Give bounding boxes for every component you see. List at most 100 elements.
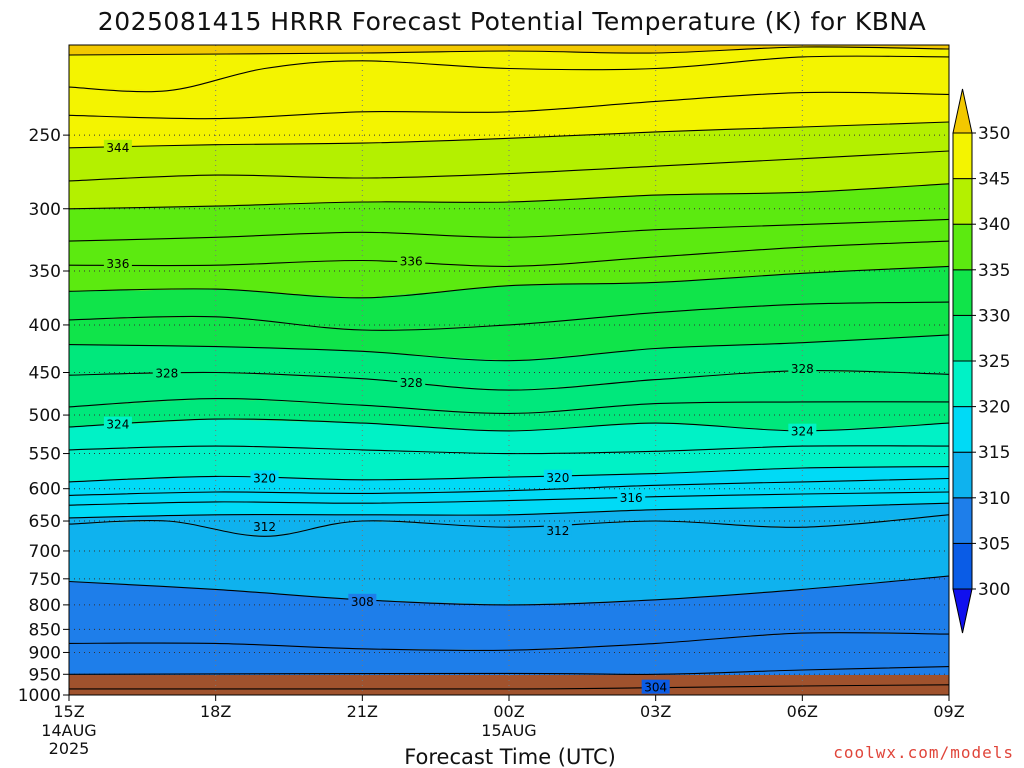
colorbar-extend-max — [952, 88, 973, 134]
x-tick-sublabel: 2025 — [49, 739, 90, 758]
contour-label-background — [103, 416, 132, 431]
contour-label: 328 — [155, 366, 178, 380]
colorbar-swatch — [952, 178, 973, 225]
y-tick-label: 800 — [29, 596, 61, 616]
y-tick-label: 950 — [29, 665, 61, 685]
contour-308 — [69, 632, 949, 652]
y-tick-label: 250 — [29, 126, 61, 146]
contour-label-background — [250, 470, 279, 485]
contour-label-background — [641, 679, 670, 694]
colorbar-label: 340 — [978, 215, 1010, 235]
fill-band-336 — [69, 241, 949, 298]
contour-320 — [69, 466, 949, 483]
contour-label-background — [103, 256, 132, 271]
colorbar-label: 325 — [978, 352, 1010, 372]
contour-318 — [69, 477, 949, 496]
fill-band-310 — [69, 576, 949, 651]
contour-314 — [69, 502, 949, 519]
contour-312 — [69, 514, 949, 537]
contour-label-background — [543, 522, 572, 537]
isentrope-contours — [69, 46, 949, 690]
y-tick-label: 500 — [29, 406, 61, 426]
contour-label-background — [348, 593, 377, 608]
contour-306 — [69, 666, 949, 675]
fill-band-314 — [69, 503, 949, 537]
contour-label: 312 — [253, 520, 276, 534]
contour-332 — [69, 301, 949, 331]
contour-350 — [69, 46, 949, 56]
contour-label-background — [617, 490, 646, 505]
x-tick-label: 09Z — [933, 702, 964, 721]
contour-label-background — [250, 519, 279, 534]
fill-band-332 — [69, 302, 949, 361]
colorbar-label: 330 — [978, 306, 1010, 326]
fill-band-344 — [69, 122, 949, 181]
contour-304 — [69, 684, 949, 690]
y-tick-label: 350 — [29, 262, 61, 282]
x-tick-label: 06Z — [787, 702, 818, 721]
contour-346 — [69, 91, 949, 120]
colorbar-swatch — [952, 542, 973, 590]
x-axis-title: Forecast Time (UTC) — [404, 745, 616, 768]
fill-band-350 — [69, 47, 949, 91]
y-tick-label: 650 — [29, 512, 61, 532]
contour-344 — [69, 121, 949, 149]
colorbar-swatch — [952, 406, 973, 453]
contour-label-background — [397, 253, 426, 268]
contour-label: 312 — [546, 524, 569, 538]
contour-348 — [69, 55, 949, 93]
x-tick-label: 15Z — [53, 702, 84, 721]
x-tick-label: 21Z — [347, 702, 378, 721]
colorbar-swatch — [952, 314, 973, 362]
contour-label: 320 — [253, 471, 276, 485]
y-tick-label: 1000 — [18, 686, 61, 706]
contour-338 — [69, 218, 949, 242]
contour-label: 316 — [620, 491, 643, 505]
fill-band-316 — [69, 492, 949, 518]
y-tick-label: 600 — [29, 480, 61, 500]
contour-label: 304 — [644, 681, 667, 695]
colorbar-label: 335 — [978, 261, 1010, 281]
contour-322 — [69, 445, 949, 455]
y-tick-label: 850 — [29, 620, 61, 640]
fill-band-308 — [69, 633, 949, 675]
contour-330 — [69, 334, 949, 362]
contour-label-background — [788, 423, 817, 438]
y-tick-label: 750 — [29, 570, 61, 590]
colorbar-swatch — [952, 132, 973, 180]
contour-label-background — [103, 139, 132, 154]
contour-340 — [69, 183, 949, 210]
fill-band-330 — [69, 334, 949, 391]
colorbar-label: 350 — [978, 124, 1010, 144]
fill-band-342 — [69, 151, 949, 209]
colorbar-label: 315 — [978, 443, 1010, 463]
colorbar-label: 300 — [978, 580, 1010, 600]
y-tick-label: 700 — [29, 542, 61, 562]
colorbar-label: 310 — [978, 489, 1010, 509]
contour-336 — [69, 240, 949, 267]
fill-band-338 — [69, 219, 949, 267]
contour-326 — [69, 398, 949, 414]
contour-334 — [69, 265, 949, 299]
contour-label: 344 — [106, 141, 129, 155]
credit-text: coolwx.com/models — [833, 743, 1014, 762]
colorbar-label: 345 — [978, 170, 1010, 190]
fill-band-334 — [69, 266, 949, 330]
x-tick-sublabel: 14AUG — [41, 721, 96, 740]
chart-title: 2025081415 HRRR Forecast Potential Tempe… — [98, 7, 926, 36]
colorbar-swatch — [952, 360, 973, 408]
contour-labels: 344 336 336 328 328 328 324 324 320 320 316 312 312 3… — [103, 139, 817, 695]
y-axis: 250 300 350 400 450 500 550 600 650 700 750 800 850 9… — [18, 126, 69, 706]
contour-label: 328 — [400, 376, 423, 390]
contour-310 — [69, 575, 949, 606]
fill-band-322 — [69, 446, 949, 482]
colorbar-label: 320 — [978, 398, 1010, 418]
x-tick-sublabel: 15AUG — [481, 721, 536, 740]
colorbar: 300 305 310 315 320 325 330 335 340 345 350 — [952, 88, 1010, 634]
colorbar-swatch — [952, 223, 973, 271]
y-tick-label: 900 — [29, 643, 61, 663]
y-tick-label: 300 — [29, 200, 61, 220]
contour-label: 336 — [106, 257, 129, 271]
contour-label-background — [397, 375, 426, 390]
